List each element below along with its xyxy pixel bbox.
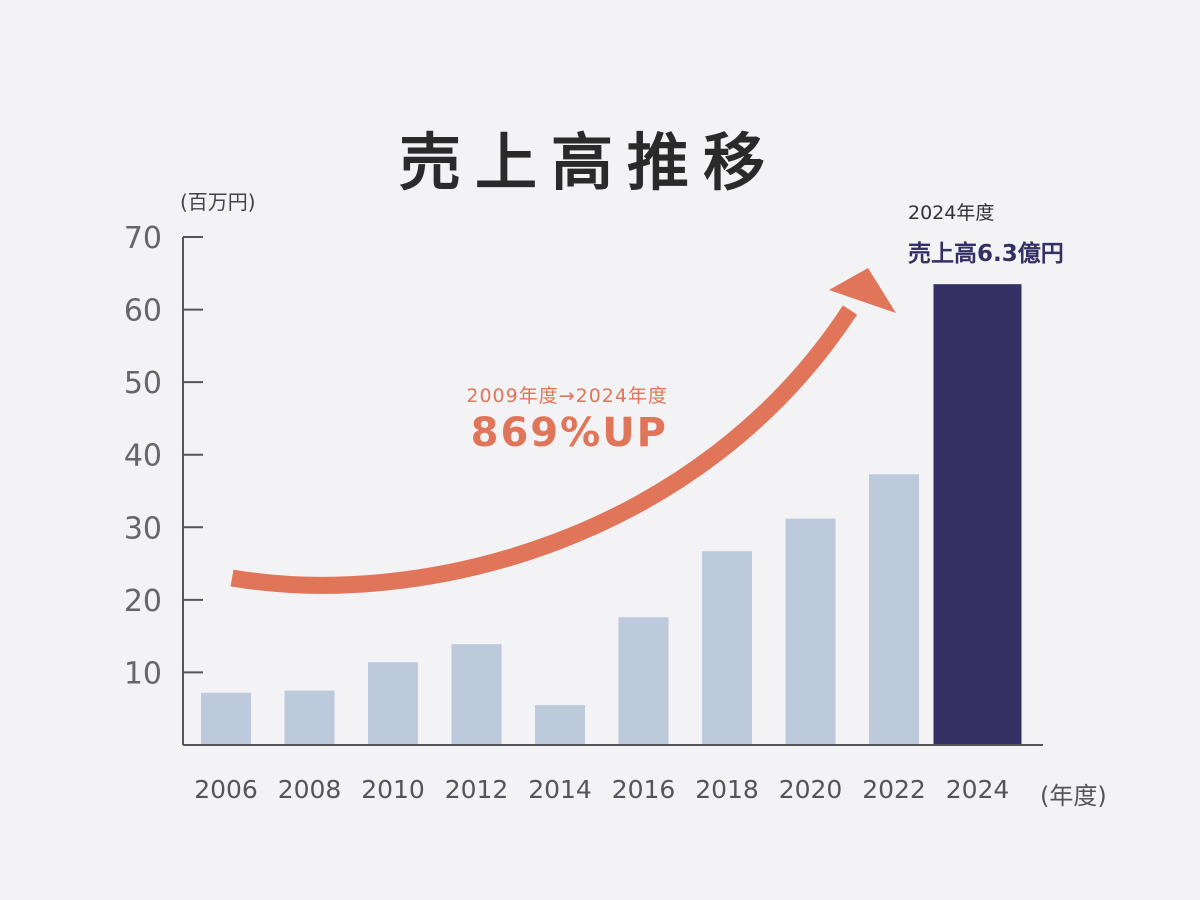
bar-2008 xyxy=(284,690,335,745)
growth-period-annotation: 2009年度→2024年度 xyxy=(466,385,668,407)
y-tick-label-40: 40 xyxy=(124,439,162,474)
y-tick-label-20: 20 xyxy=(124,584,162,619)
y-tick-label-10: 10 xyxy=(124,656,162,691)
x-tick-label-2008: 2008 xyxy=(278,775,342,804)
x-tick-label-2006: 2006 xyxy=(194,775,258,804)
x-tick-label-2018: 2018 xyxy=(695,775,759,804)
x-tick-label-2012: 2012 xyxy=(445,775,509,804)
x-tick-label-2014: 2014 xyxy=(528,775,592,804)
x-tick-label-2024: 2024 xyxy=(946,775,1010,804)
bar-2010 xyxy=(368,662,418,745)
y-tick-label-50: 50 xyxy=(124,366,162,401)
bar-2012 xyxy=(451,644,502,745)
x-tick-label-2016: 2016 xyxy=(612,775,676,804)
chart-title: 売上高推移 xyxy=(398,126,779,199)
bar-2016 xyxy=(618,617,669,745)
y-tick-label-60: 60 xyxy=(124,294,162,329)
y-axis-label: (百万円) xyxy=(180,190,256,214)
highlight-value-label: 売上高6.3億円 xyxy=(908,241,1064,267)
growth-value-annotation: 869%UP xyxy=(470,410,668,456)
bar-2014 xyxy=(535,705,585,745)
x-tick-label-2022: 2022 xyxy=(862,775,926,804)
x-tick-label-2020: 2020 xyxy=(779,775,843,804)
y-tick-label-70: 70 xyxy=(124,221,162,256)
bar-2024 xyxy=(933,284,1022,745)
growth-arrow-head xyxy=(829,268,896,313)
x-axis-label: (年度) xyxy=(1040,782,1107,810)
bar-2006 xyxy=(201,692,251,745)
bar-2018 xyxy=(702,551,752,745)
bar-2022 xyxy=(869,474,919,745)
highlight-year-label: 2024年度 xyxy=(908,202,995,224)
growth-arrow-line xyxy=(230,305,858,594)
bar-2020 xyxy=(785,518,836,745)
y-tick-label-30: 30 xyxy=(124,511,162,546)
x-tick-label-2010: 2010 xyxy=(361,775,425,804)
